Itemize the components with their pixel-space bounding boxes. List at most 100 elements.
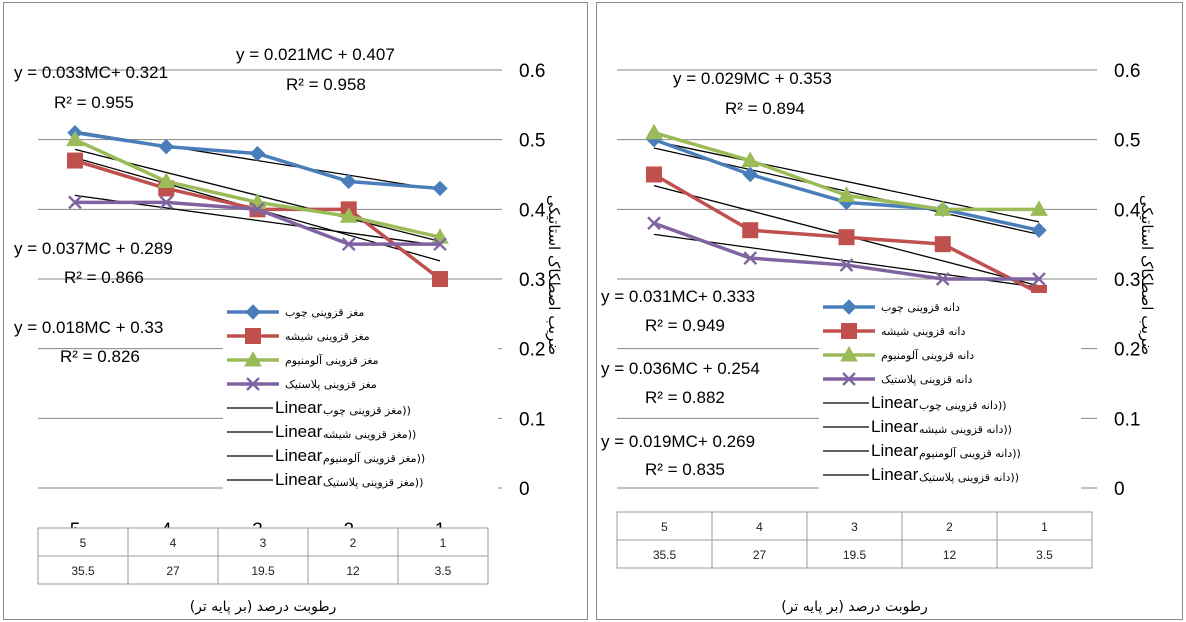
chart-panel-right: 0 0.1 0.2 0.3 0.4 0.5 0.6 ضریب اصطکاک استاتیکی 5… (596, 2, 1183, 620)
y-tick-label: 0.3 (519, 270, 545, 291)
legend-marker (244, 350, 262, 367)
legend-label: مغز قزوینی چوب (285, 306, 364, 319)
legend-linear-word: Linear (275, 446, 323, 465)
trendline-equation: y = 0.029MC + 0.353 (673, 69, 832, 88)
legend-linear-word: Linear (871, 417, 919, 436)
legend-linear-word: Linear (871, 465, 919, 484)
data-point (647, 216, 661, 231)
trendline-r2: R² = 0.882 (645, 388, 725, 407)
data-table-cell: 27 (753, 548, 767, 562)
y-tick-label: 0.3 (1114, 270, 1140, 291)
legend-label: دانه قزوینی پلاستیک (881, 373, 973, 386)
data-table-cell: 3 (851, 520, 858, 534)
y-tick-label: 0.2 (519, 340, 545, 361)
legend-label: مغز قزوینی پلاستیک)) (323, 476, 423, 489)
trendline-equation: y = 0.033MC+ 0.321 (14, 63, 168, 82)
data-point (935, 272, 950, 286)
legend-linear-word: Linear (275, 470, 323, 489)
data-point (838, 229, 855, 246)
y-tick-label: 0.6 (1114, 61, 1140, 82)
legend-label: مغز قزوینی پلاستیک (285, 378, 377, 391)
x-axis-label: رطوبت درصد (بر پایه تر) (781, 599, 928, 615)
legend-linear-word: Linear (871, 393, 919, 412)
trendline-equation: y = 0.019MC+ 0.269 (601, 432, 755, 451)
legend-label: دانه قزوینی چوب (881, 301, 960, 314)
trendline-r2: R² = 0.835 (645, 460, 725, 479)
series-line (74, 158, 442, 281)
data-table-cell: 1 (1041, 520, 1048, 534)
data-point (157, 172, 176, 188)
data-table-cell: 12 (943, 548, 957, 562)
data-table-cell: 3 (260, 536, 267, 550)
legend-background (819, 293, 1081, 493)
data-table-cell: 3.5 (1036, 548, 1053, 562)
data-point (933, 200, 952, 216)
legend-label: مغز قزوینی چوب)) (323, 404, 411, 417)
data-table-cell: 4 (170, 536, 177, 550)
data-point (432, 180, 448, 197)
data-table-cell: 12 (346, 564, 360, 578)
legend-marker (246, 377, 260, 391)
data-table-cell: 5 (661, 520, 668, 534)
legend-marker (841, 299, 857, 315)
data-point (339, 207, 358, 223)
data-point (837, 186, 856, 202)
data-point (433, 237, 447, 252)
legend-background (223, 298, 498, 508)
data-point (1032, 272, 1046, 286)
data-table-cell: 2 (946, 520, 953, 534)
data-table-cell: 5 (80, 536, 87, 550)
y-tick-label: 0.5 (519, 131, 545, 152)
trendline-equation: y = 0.036MC + 0.254 (601, 359, 760, 378)
legend-marker (841, 323, 857, 339)
trendline-r2: R² = 0.826 (60, 347, 140, 366)
data-point (934, 236, 951, 253)
legend-label: دانه قزوینی پلاستیک)) (919, 471, 1019, 484)
data-point (67, 152, 83, 169)
data-table-cell: 3.5 (435, 564, 452, 578)
trendline-r2: R² = 0.866 (64, 268, 144, 287)
data-point (250, 202, 265, 217)
data-point (159, 195, 174, 210)
data-point (68, 195, 82, 210)
y-tick-label: 0.6 (519, 61, 545, 82)
legend-label: مغز قزوینی شیشه (285, 330, 370, 343)
data-table-cell: 19.5 (251, 564, 275, 578)
x-axis-label: رطوبت درصد (بر پایه تر) (190, 599, 337, 615)
y-tick-label: 0 (519, 479, 530, 500)
y-tick-label: 0.2 (1114, 340, 1140, 361)
data-point (743, 251, 758, 265)
y-tick-label: 0.4 (1114, 200, 1141, 221)
data-table-cell: 2 (350, 536, 357, 550)
legend-label: مغز قزوینی شیشه)) (323, 428, 416, 441)
legend-marker (245, 304, 261, 320)
y-tick-label: 0.1 (519, 409, 545, 430)
legend-label: دانه قزوینی چوب)) (919, 399, 1007, 412)
legend-linear-word: Linear (275, 398, 323, 417)
chart-left-svg: 0 0.1 0.2 0.3 0.4 0.5 0.6 ضریب اصطکاک استاتیکی 5… (14, 45, 563, 615)
legend-marker (245, 328, 261, 344)
data-table-cell: 4 (756, 520, 763, 534)
trendline-equation: y = 0.037MC + 0.289 (14, 239, 173, 258)
legend-label: دانه قزوینی شیشه)) (919, 423, 1012, 436)
y-tick-label: 0.5 (1114, 131, 1140, 152)
data-point (741, 151, 760, 168)
trendline-equation: y = 0.018MC + 0.33 (14, 318, 163, 337)
trendline-r2: R² = 0.894 (725, 99, 805, 118)
trendline-r2: R² = 0.958 (286, 75, 366, 94)
trendline-r2: R² = 0.955 (54, 93, 134, 112)
data-point (742, 222, 759, 239)
y-tick-label: 0 (1114, 479, 1125, 500)
data-table-cell: 35.5 (71, 564, 95, 578)
trendline-equation: y = 0.031MC+ 0.333 (601, 287, 755, 306)
legend-label: دانه قزوینی شیشه (881, 325, 965, 338)
data-point (1030, 200, 1048, 216)
data-point (432, 271, 448, 287)
chart-panel-left: 0 0.1 0.2 0.3 0.4 0.5 0.6 ضریب اصطکاک استاتیکی 5… (3, 2, 588, 620)
data-point (1031, 222, 1047, 238)
data-point (341, 237, 356, 252)
data-point (249, 145, 266, 162)
data-point (645, 123, 663, 140)
y-axis-label: ضریب اصطکاک استاتیکی (545, 195, 563, 355)
data-point (158, 138, 174, 155)
